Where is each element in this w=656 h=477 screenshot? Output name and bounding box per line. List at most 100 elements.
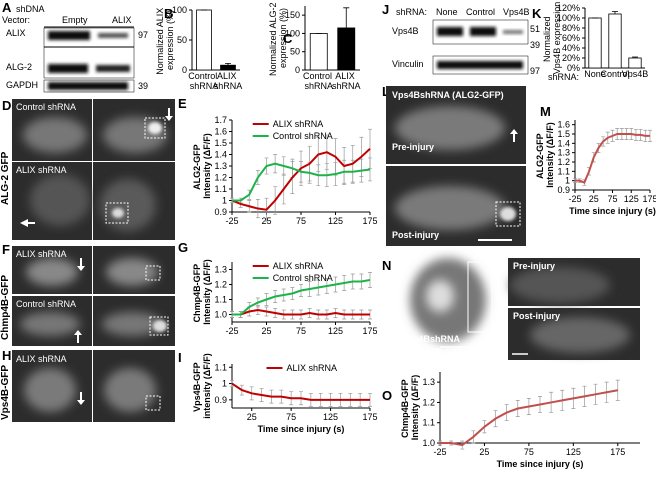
y-tick-label: 1.3 [214, 161, 227, 171]
band [470, 27, 496, 36]
y-axis-label: Vps4B-GFP intensity (ΔF/F) [192, 353, 212, 418]
cell [104, 368, 156, 412]
x-prefix: shRNA: [548, 72, 579, 82]
blot-row: Vps4B [392, 26, 419, 36]
y-tick-label: 0.9 [214, 207, 227, 217]
blot-header: shRNA: [396, 7, 427, 17]
y-tick-label: 1.3 [214, 265, 227, 275]
cell [102, 312, 162, 336]
cell [395, 186, 505, 230]
x-tick-label: 125 [323, 412, 338, 422]
cell [20, 312, 80, 336]
y-tick-label: 60% [562, 33, 580, 43]
x-tick-label: 25 [589, 194, 599, 204]
y-tick-label: 40% [562, 43, 580, 53]
bar [196, 9, 212, 71]
arrow [165, 108, 173, 121]
error-bar [632, 56, 638, 58]
y-tick-label: 50 [177, 35, 187, 45]
x-tick-label: 175 [362, 412, 377, 422]
y-tick-label: 1 [565, 176, 570, 186]
series-line [575, 133, 650, 184]
side-label: Vps4B-GFP [0, 365, 11, 420]
image-label: Post-injury [513, 311, 560, 321]
panel-letter: G [178, 240, 188, 255]
cell [510, 267, 610, 303]
blot-a: shDNA Vector: Empty ALIX ALIX ALG-2 GAPD… [2, 4, 148, 93]
panel-letter: J [382, 2, 389, 17]
text-line: Vps4B expression [552, 2, 562, 75]
legend-label: Control shRNA [273, 131, 333, 141]
cell [100, 179, 156, 231]
text-line: shRNA [214, 81, 243, 91]
x-tick-label: -25 [225, 216, 238, 226]
legend-label: ALIX shRNA [287, 363, 338, 373]
arrow [494, 294, 508, 302]
y-tick-label: 100 [285, 28, 300, 38]
x-tick-label: 75 [296, 326, 306, 336]
y-tick-label: 1.3 [422, 377, 435, 387]
panel-letter: K [532, 6, 542, 21]
mw-marker: 39 [530, 40, 540, 50]
panel-letter: O [382, 388, 392, 403]
band [48, 82, 128, 90]
text-line: Normalized ALG-2 [268, 0, 278, 76]
x-tick-label: Control [600, 69, 629, 79]
roi-box [149, 316, 169, 336]
x-tick-label: 25 [479, 447, 489, 457]
y-tick-label: 1.4 [214, 150, 227, 160]
text-line: Intensity (ΔF/F) [410, 375, 420, 440]
panel-letter: M [540, 104, 551, 119]
y-tick-label: 0 [182, 65, 187, 75]
mw-marker: 97 [138, 30, 148, 40]
x-tick-label: -25 [433, 447, 446, 457]
panel-letter: I [178, 350, 182, 365]
y-tick-label: 20% [562, 53, 580, 63]
y-tick-label: 1 [222, 196, 227, 206]
mw-marker: 51 [530, 24, 540, 34]
y-tick-label: 120% [557, 3, 580, 13]
y-tick-label: 1.5 [557, 129, 570, 139]
text-line: Intensity (ΔF/F) [545, 122, 555, 187]
x-tick-label: 175 [610, 447, 625, 457]
error-bar [343, 7, 350, 28]
y-tick-label: 1.1 [214, 362, 227, 372]
text-line: Chmp4B-GFP [192, 262, 202, 323]
y-axis-label: ALG2-GFP Intensity (ΔF/F) [535, 122, 555, 187]
error-bar [615, 379, 620, 401]
band [48, 31, 90, 40]
text-line: intensity (ΔF/F) [202, 353, 212, 418]
text-line: shRNA [190, 81, 219, 91]
text-line: Chmp4B-GFP [400, 377, 410, 438]
roi-box [144, 117, 166, 139]
text-line: Normalized [542, 14, 552, 62]
image-label: Pre-injury [513, 261, 555, 271]
y-tick-label: 0% [567, 63, 580, 73]
panel-letter: A [2, 0, 12, 15]
blot-row: GAPDH [6, 80, 38, 90]
mw-marker: 97 [530, 66, 540, 76]
cell [153, 320, 167, 332]
y-axis-label: Normalized ALG-2 expression (%) [268, 0, 288, 76]
cell [500, 207, 516, 221]
text-line: shRNA [304, 81, 333, 91]
bar [220, 64, 236, 71]
text-line: ALIX [335, 71, 357, 81]
text-line: expression (%) [278, 8, 288, 68]
text-line: ALIX [217, 71, 239, 81]
x-tick-label: 125 [624, 194, 639, 204]
lane-label: ALIX [112, 15, 132, 25]
y-tick-label: 100 [172, 5, 187, 15]
series-line [231, 148, 371, 211]
roi-box [145, 265, 161, 281]
text-line: ALG2-GFP [192, 142, 202, 190]
series-line [231, 382, 370, 401]
x-tick-label: Vps4B [622, 69, 649, 79]
arrow [510, 129, 518, 142]
series-line [232, 308, 370, 316]
side-label: ALG-2 GFP [0, 151, 11, 205]
panel-letter: N [382, 258, 391, 273]
cell [530, 317, 630, 353]
series-line [232, 162, 371, 202]
panel-h: ALIX shRNA Vps4B-GFP [0, 350, 175, 422]
